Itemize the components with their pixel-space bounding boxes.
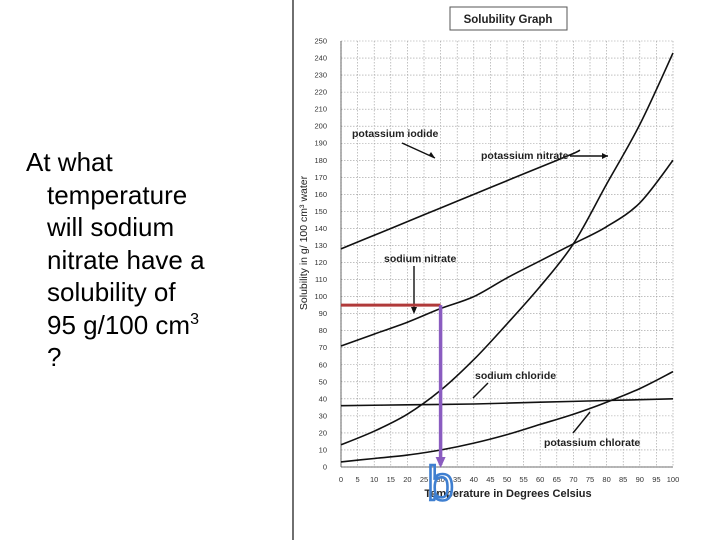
question-line-5: solubility of: [47, 277, 176, 307]
y-tick-label: 210: [314, 105, 327, 114]
y-tick-label: 170: [314, 173, 327, 182]
question-mark: ?: [47, 342, 62, 372]
x-tick-label: 65: [553, 475, 561, 484]
question-line-6: 95 g/100 cm3: [26, 309, 286, 342]
y-tick-label: 220: [314, 88, 327, 97]
y-tick-label: 0: [323, 463, 327, 472]
question-text: At what temperature will sodium nitrate …: [26, 146, 286, 374]
y-tick-label: 110: [315, 275, 327, 284]
x-tick-label: 25: [420, 475, 428, 484]
x-tick-label: 100: [667, 475, 680, 484]
y-tick-label: 20: [319, 428, 327, 437]
leader-arrow-potassium-iodide: [429, 152, 435, 158]
chart-title-box: [449, 6, 568, 31]
chart-ticks: 0102030405060708090100110120130140150160…: [314, 37, 679, 485]
x-tick-label: 15: [387, 475, 395, 484]
y-tick-label: 60: [319, 360, 327, 369]
y-tick-label: 250: [314, 37, 327, 46]
x-tick-label: 95: [652, 475, 660, 484]
y-tick-label: 160: [314, 190, 327, 199]
y-tick-label: 130: [314, 241, 327, 250]
x-tick-label: 35: [453, 475, 461, 484]
x-tick-label: 90: [636, 475, 644, 484]
y-axis-label: Solubility in g/ 100 cm³ water: [298, 175, 310, 310]
x-tick-label: 80: [602, 475, 610, 484]
series-labels: potassium iodide potassium nitrate sodiu…: [352, 128, 640, 449]
guide-arrowhead: [435, 457, 446, 468]
y-tick-label: 70: [319, 343, 327, 352]
y-tick-label: 230: [314, 71, 327, 80]
y-tick-label: 180: [314, 156, 327, 165]
x-axis-label: Temperature in Degrees Celsius: [424, 488, 591, 500]
answer-mark: b: [427, 458, 454, 511]
chart-title: Solubility Graph: [464, 14, 553, 26]
y-tick-label: 200: [314, 122, 327, 131]
x-tick-label: 20: [403, 475, 411, 484]
y-tick-label: 30: [319, 411, 327, 420]
label-sodium-nitrate: sodium nitrate: [384, 253, 457, 265]
x-tick-label: 30: [436, 475, 444, 484]
cubic-superscript: 3: [190, 310, 199, 328]
y-tick-label: 80: [319, 326, 327, 335]
question-line-1: At what: [26, 147, 113, 177]
label-potassium-nitrate: potassium nitrate: [481, 150, 569, 162]
chart-border: [292, 0, 294, 545]
leader-potassium-chlorate: [572, 411, 591, 434]
leader-arrow-potassium-nitrate: [602, 153, 608, 159]
x-tick-label: 85: [619, 475, 627, 484]
x-tick-label: 40: [470, 475, 478, 484]
series-line-potassium-iodide: [340, 149, 581, 250]
x-tick-label: 55: [519, 475, 527, 484]
leader-sodium-chloride: [472, 382, 489, 399]
y-tick-label: 90: [319, 309, 327, 318]
label-potassium-iodide: potassium iodide: [352, 128, 439, 140]
series-line-potassium-chlorate: [340, 370, 674, 463]
x-tick-label: 75: [586, 475, 594, 484]
chart-grid: [340, 40, 674, 468]
y-tick-label: 100: [314, 292, 327, 301]
y-tick-label: 50: [319, 377, 327, 386]
y-tick-label: 190: [314, 139, 327, 148]
answer-guides: b: [341, 303, 455, 512]
y-tick-label: 240: [314, 54, 327, 63]
series-line-sodium-nitrate: [340, 159, 674, 347]
question-line-4: nitrate have a: [47, 244, 205, 275]
y-tick-label: 40: [319, 394, 327, 403]
y-tick-label: 10: [319, 445, 327, 454]
x-tick-label: 0: [339, 475, 343, 484]
label-potassium-chlorate: potassium chlorate: [544, 437, 640, 449]
chart-series: [340, 52, 674, 463]
x-tick-label: 70: [569, 475, 577, 484]
x-tick-label: 45: [486, 475, 494, 484]
x-tick-label: 5: [356, 475, 360, 484]
x-tick-label: 10: [370, 475, 378, 484]
x-tick-label: 50: [503, 475, 511, 484]
y-tick-label: 150: [314, 207, 327, 216]
leader-potassium-iodide: [401, 142, 436, 159]
solubility-value: 95 g/100 cm: [47, 309, 191, 340]
leader-arrow-sodium-nitrate: [411, 307, 417, 314]
question-line-3: will sodium: [47, 212, 175, 242]
question-line-2: temperature: [47, 179, 188, 210]
label-sodium-chloride: sodium chloride: [475, 370, 556, 382]
x-tick-label: 60: [536, 475, 544, 484]
y-tick-label: 120: [314, 258, 327, 267]
series-line-potassium-nitrate: [340, 52, 674, 446]
y-tick-label: 140: [314, 224, 327, 233]
